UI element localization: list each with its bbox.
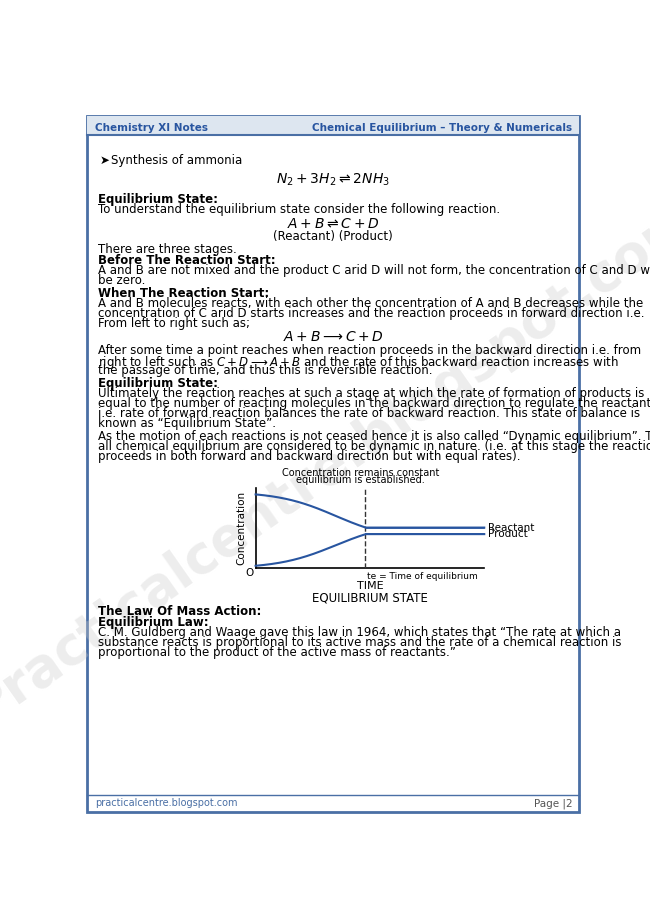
Text: $A + B \rightleftharpoons C + D$: $A + B \rightleftharpoons C + D$ [287, 217, 380, 232]
Text: EQUILIBRIUM STATE: EQUILIBRIUM STATE [312, 592, 428, 605]
Text: right to left such as $C + D \longrightarrow A + B$ and the rate of this backwar: right to left such as $C + D \longrighta… [98, 354, 619, 370]
Text: te = Time of equilibrium: te = Time of equilibrium [367, 573, 478, 582]
Text: To understand the equilibrium state consider the following reaction.: To understand the equilibrium state cons… [98, 203, 500, 217]
Text: proceeds in both forward and backward direction but with equal rates).: proceeds in both forward and backward di… [98, 449, 521, 463]
Text: Reactant: Reactant [488, 523, 534, 533]
Bar [88, 117, 578, 135]
Text: A and B molecules reacts, with each other the concentration of A and B decreases: A and B molecules reacts, with each othe… [98, 297, 644, 310]
Text: After some time a point reaches when reaction proceeds in the backward direction: After some time a point reaches when rea… [98, 344, 642, 357]
Text: Page |2: Page |2 [534, 798, 573, 809]
Text: ➤: ➤ [100, 154, 110, 167]
Text: proportional to the product of the active mass of reactants.”: proportional to the product of the activ… [98, 646, 456, 659]
Text: C. M. Guldberg and Waage gave this law in 1964, which states that “The rate at w: C. M. Guldberg and Waage gave this law i… [98, 626, 621, 640]
Text: known as “Equilibrium State”.: known as “Equilibrium State”. [98, 416, 276, 430]
Text: Product: Product [488, 529, 528, 539]
Text: O: O [245, 569, 254, 578]
Text: i.e. rate of forward reaction balances the rate of backward reaction. This state: i.e. rate of forward reaction balances t… [98, 407, 640, 420]
Text: Ultimately the reaction reaches at such a stage at which the rate of formation o: Ultimately the reaction reaches at such … [98, 387, 645, 400]
Text: As the motion of each reactions is not ceased hence it is also called “Dynamic e: As the motion of each reactions is not c… [98, 430, 650, 443]
Text: practicalcentre.blogspot.com: practicalcentre.blogspot.com [95, 799, 238, 809]
Text: concentration of C arid D starts increases and the reaction proceeds in forward : concentration of C arid D starts increas… [98, 307, 645, 320]
Text: equal to the number of reacting molecules in the backward direction to regulate : equal to the number of reacting molecule… [98, 397, 650, 410]
Text: Before The Reaction Start:: Before The Reaction Start: [98, 254, 276, 267]
Text: TIME: TIME [357, 581, 384, 591]
Text: Equilibrium Law:: Equilibrium Law: [98, 616, 209, 630]
Text: Practicalcentre.blogspot.com: Practicalcentre.blogspot.com [0, 192, 650, 735]
Text: the passage of time, and thus this is reversible reaction.: the passage of time, and thus this is re… [98, 364, 433, 377]
Text: substance reacts is proportional to its active mass and the rate of a chemical r: substance reacts is proportional to its … [98, 636, 622, 649]
Text: (Reactant) (Product): (Reactant) (Product) [273, 230, 393, 243]
Text: The Law Of Mass Action:: The Law Of Mass Action: [98, 606, 262, 618]
Text: be zero.: be zero. [98, 274, 146, 287]
Text: Concentration remains constant: Concentration remains constant [281, 468, 439, 478]
Text: A and B are not mixed and the product C arid D will not form, the concentration : A and B are not mixed and the product C … [98, 264, 650, 277]
Text: There are three stages.: There are three stages. [98, 244, 237, 256]
Text: Equilibrium State:: Equilibrium State: [98, 377, 218, 390]
Text: When The Reaction Start:: When The Reaction Start: [98, 287, 270, 300]
Text: Concentration: Concentration [237, 491, 247, 565]
Text: Synthesis of ammonia: Synthesis of ammonia [111, 154, 242, 167]
Text: equilibrium is established.: equilibrium is established. [296, 475, 424, 485]
Text: From left to right such as;: From left to right such as; [98, 317, 250, 330]
Text: Chemistry XI Notes: Chemistry XI Notes [95, 123, 208, 133]
Text: $A + B \longrightarrow C + D$: $A + B \longrightarrow C + D$ [283, 330, 384, 344]
Text: Chemical Equilibrium – Theory & Numericals: Chemical Equilibrium – Theory & Numerica… [313, 123, 573, 133]
Text: all chemical equilibrium are considered to be dynamic in nature. (i.e. at this s: all chemical equilibrium are considered … [98, 440, 650, 453]
Text: $N_2 + 3H_2 \rightleftharpoons 2NH_3$: $N_2 + 3H_2 \rightleftharpoons 2NH_3$ [276, 171, 390, 187]
Text: Equilibrium State:: Equilibrium State: [98, 193, 218, 206]
